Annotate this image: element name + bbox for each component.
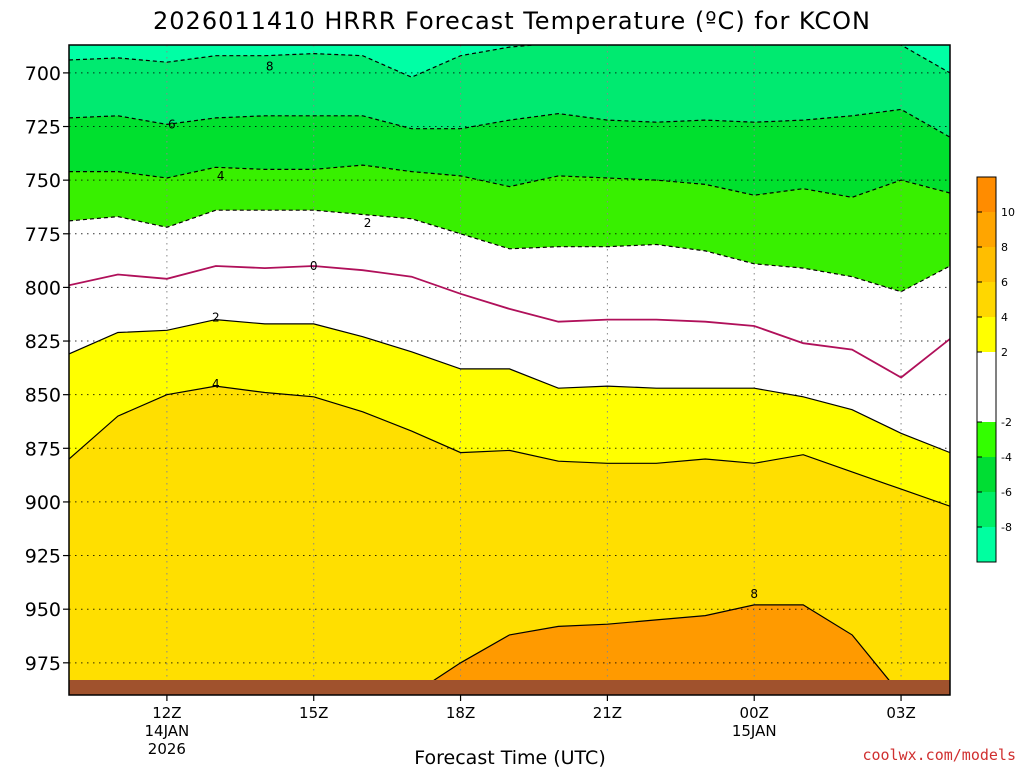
temperature-band: [69, 210, 950, 378]
colorbar-cell: [977, 317, 996, 352]
y-tick-label: 900: [25, 492, 61, 514]
contour-label: 2: [212, 310, 220, 324]
contour-line: [69, 164, 950, 198]
x-tick-label: 15JAN: [732, 722, 777, 740]
contour-line: [69, 45, 950, 78]
contour-line: [69, 385, 950, 507]
contour-label: 8: [266, 59, 274, 73]
temperature-band: [69, 45, 950, 78]
y-tick-label: 950: [25, 599, 61, 621]
colorbar-cell: [977, 212, 996, 247]
colorbar-tick-label: 8: [1001, 241, 1008, 254]
colorbar-cell: [977, 387, 996, 422]
colorbar-cell: [977, 492, 996, 527]
colorbar-tick-label: -4: [1001, 451, 1012, 464]
plot-area: 8 6 4 2 0 2 4 8: [69, 45, 950, 695]
x-axis-label: Forecast Time (UTC): [414, 747, 605, 768]
y-tick-label: 825: [25, 331, 61, 353]
y-tick-label: 775: [25, 224, 61, 246]
x-tick-label: 2026: [148, 740, 186, 758]
credit-text: coolwx.com/models: [862, 746, 1016, 764]
contour-line: [69, 265, 950, 379]
colorbar-tick-label: 4: [1001, 311, 1008, 324]
x-tick-label: 12Z: [152, 704, 181, 722]
colorbar-cell: [977, 282, 996, 317]
y-tick-label: 850: [25, 385, 61, 407]
temperature-band: [69, 109, 950, 198]
y-tick-label: 800: [25, 277, 61, 299]
contour-label: 0: [310, 259, 318, 273]
plot-frame: [68, 44, 951, 696]
colorbar: 10 8 6 4 2 -2 -4 -6 -8: [976, 176, 1015, 563]
temperature-band: [69, 165, 950, 292]
colorbar-tick-label: 10: [1001, 206, 1015, 219]
colorbar-cell: [977, 352, 996, 387]
ground-surface: [69, 680, 950, 695]
y-tick-label: 725: [25, 117, 61, 139]
x-tick-label: 15Z: [299, 704, 328, 722]
chart-title: 2026011410 HRRR Forecast Temperature (ºC…: [153, 7, 871, 35]
temperature-band: [69, 266, 950, 453]
colorbar-tick-label: -6: [1001, 486, 1012, 499]
x-tick-label: 18Z: [446, 704, 475, 722]
contour-line: [69, 318, 950, 454]
colorbar-tick-label: -8: [1001, 521, 1012, 534]
y-tick-label: 925: [25, 546, 61, 568]
colorbar-cell: [977, 527, 996, 562]
contour-label: 4: [217, 169, 225, 183]
contour-label: 8: [750, 587, 758, 601]
x-tick-label: 00Z: [740, 704, 769, 722]
contour-line: [69, 108, 950, 138]
colorbar-tick-label: 2: [1001, 346, 1008, 359]
contour-line: [69, 209, 950, 293]
colorbar-cell: [977, 247, 996, 282]
colorbar-tick-label: 6: [1001, 276, 1008, 289]
y-tick-label: 875: [25, 438, 61, 460]
y-tick-label: 750: [25, 170, 61, 192]
colorbar-tick-label: -2: [1001, 416, 1012, 429]
x-tick-label: 21Z: [593, 704, 622, 722]
contour-line: [69, 604, 950, 695]
x-tick-label: 03Z: [886, 704, 915, 722]
temperature-band: [69, 319, 950, 507]
temperature-band: [69, 386, 950, 695]
contour-label: 2: [364, 216, 372, 230]
colorbar-cell: [977, 457, 996, 492]
contour-label: 4: [212, 377, 220, 391]
contour-label: 6: [168, 117, 176, 131]
temperature-band: [69, 45, 950, 138]
colorbar-cell: [977, 422, 996, 457]
x-tick-label: 14JAN: [145, 722, 190, 740]
y-tick-label: 700: [25, 63, 61, 85]
y-tick-label: 975: [25, 653, 61, 675]
colorbar-frame: [976, 176, 997, 563]
colorbar-cell: [977, 177, 996, 212]
